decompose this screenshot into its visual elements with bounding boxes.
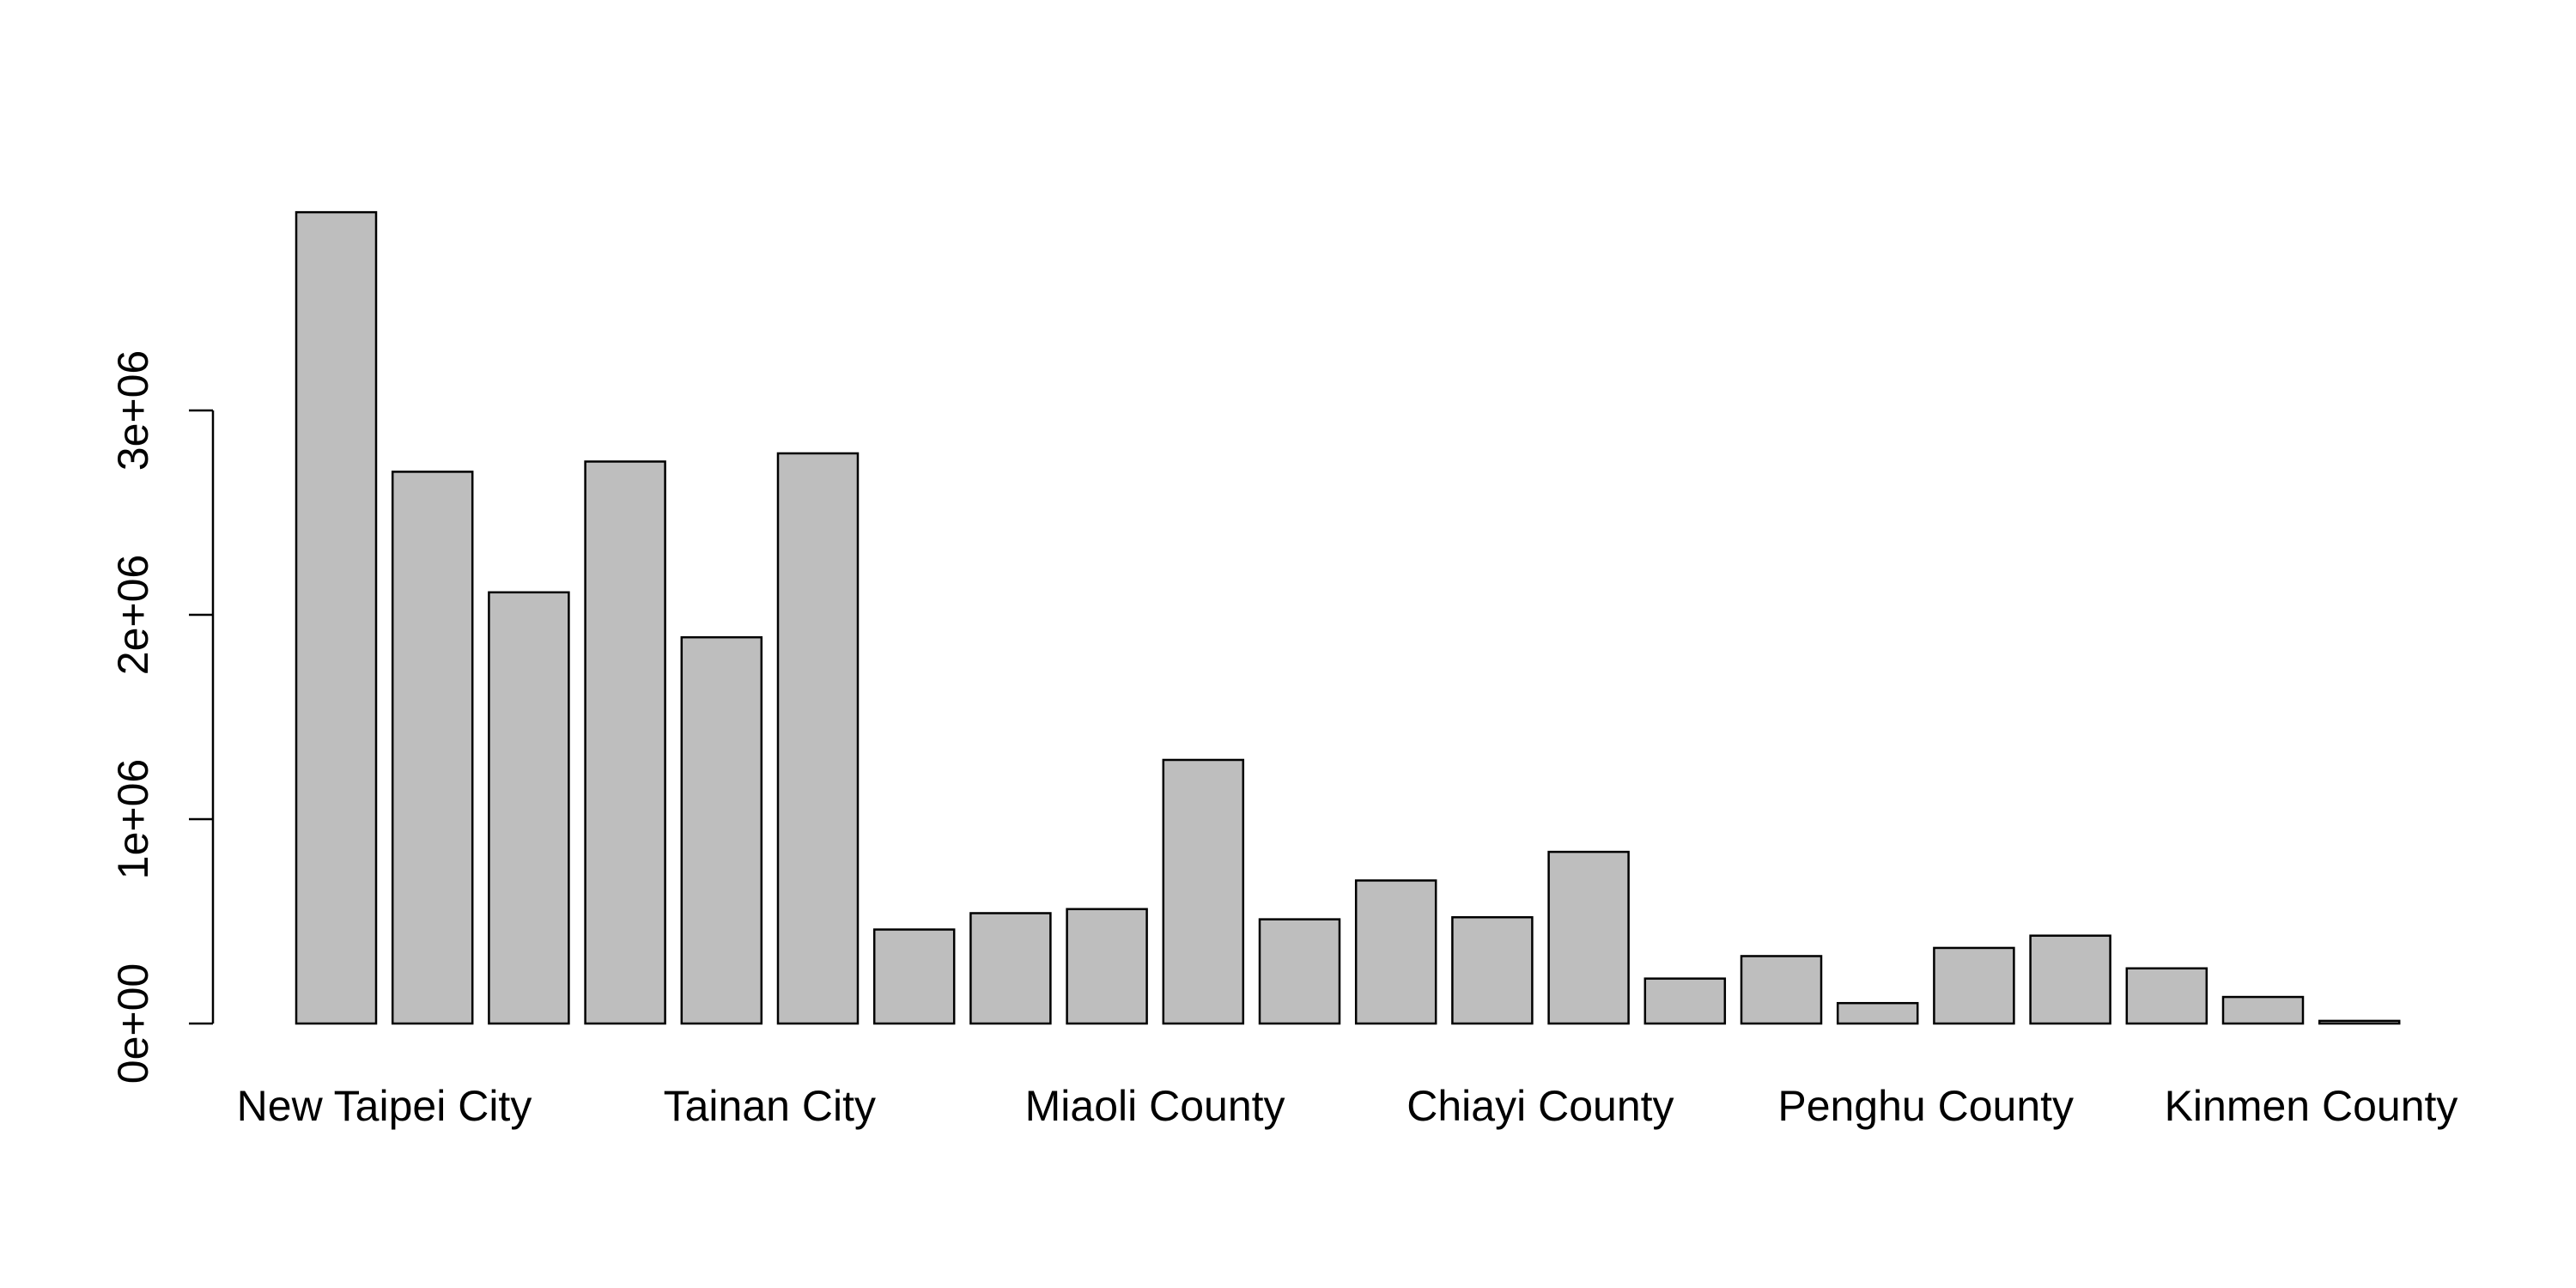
bar <box>2318 1019 2401 1025</box>
bar <box>1258 918 1341 1025</box>
bar <box>1547 850 1630 1025</box>
bar <box>1740 955 1823 1025</box>
y-tick-label: 1e+06 <box>109 759 157 879</box>
y-axis: 0e+00 1e+06 2e+06 3e+06 <box>109 350 215 1084</box>
bar <box>680 635 763 1025</box>
bar <box>584 460 666 1025</box>
bar <box>2221 995 2305 1025</box>
x-category-label: Kinmen County <box>2165 1082 2458 1130</box>
bars <box>295 210 2401 1025</box>
bar <box>1066 908 1148 1025</box>
x-axis-labels: New Taipei City Tainan City Miaoli County C… <box>237 1082 2458 1130</box>
bar <box>1643 977 1727 1025</box>
bar <box>969 912 1052 1025</box>
bar <box>2125 967 2208 1025</box>
x-category-label: Miaoli County <box>1025 1082 1285 1130</box>
bar <box>1354 879 1437 1025</box>
x-category-label: Penghu County <box>1777 1082 2074 1130</box>
bar <box>391 471 474 1025</box>
y-tick-label: 3e+06 <box>109 350 157 471</box>
x-category-label: Tainan City <box>664 1082 876 1130</box>
bar <box>1162 758 1245 1025</box>
bar <box>488 591 570 1025</box>
y-tick-label: 2e+06 <box>109 555 157 675</box>
bar <box>1836 1001 1919 1025</box>
y-tick-label: 0e+00 <box>109 963 157 1084</box>
bar <box>1451 915 1534 1025</box>
bar <box>872 928 956 1025</box>
x-category-label: New Taipei City <box>237 1082 532 1130</box>
bar <box>1933 946 2015 1025</box>
x-category-label: Chiayi County <box>1406 1082 1674 1130</box>
bar <box>295 210 378 1025</box>
bar <box>776 452 860 1025</box>
bar <box>2029 934 2111 1025</box>
